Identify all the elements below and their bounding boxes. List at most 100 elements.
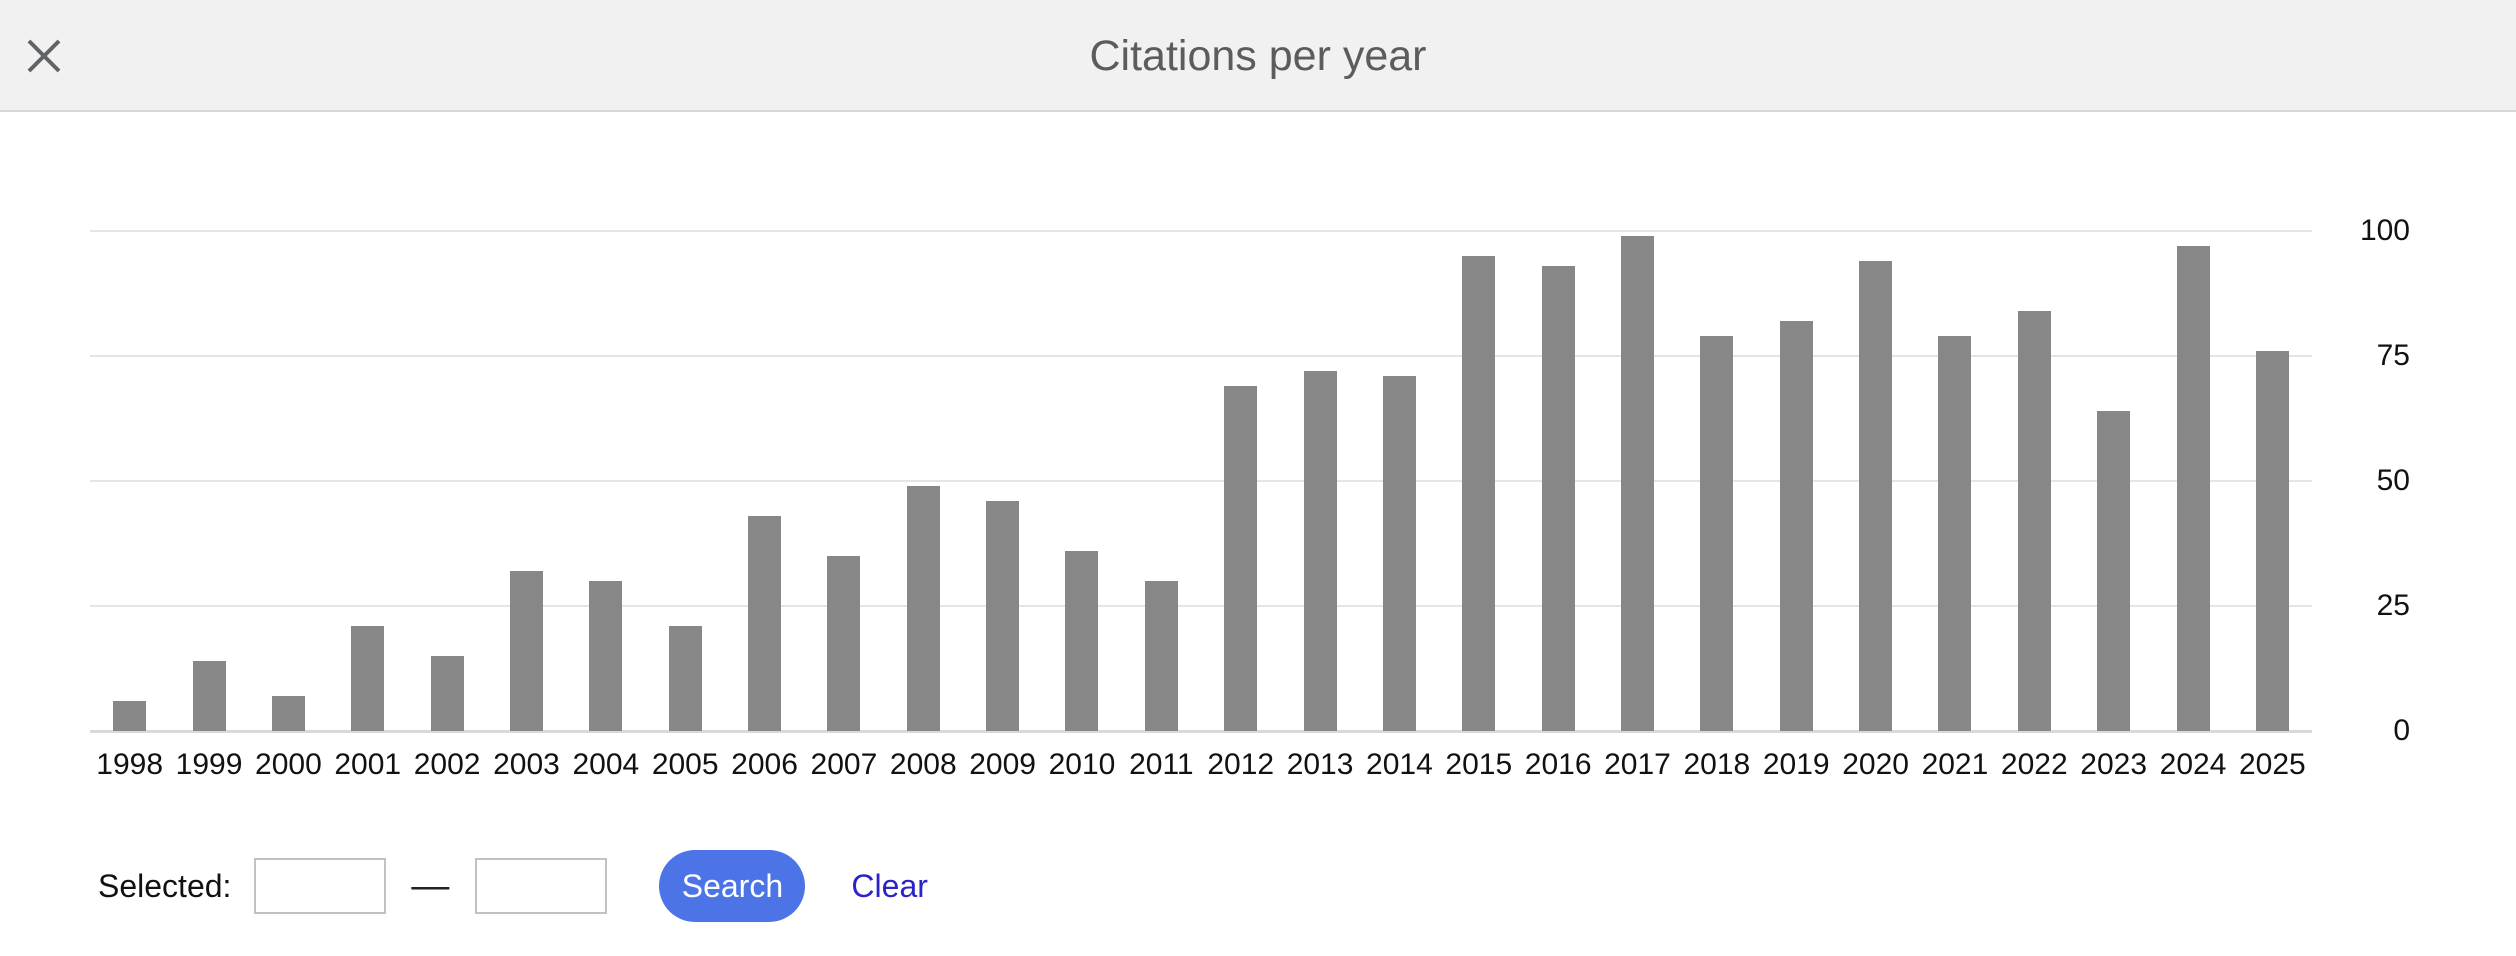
y-tick-label-0: 0 [2393, 714, 2410, 747]
bar-slot-2018 [1677, 231, 1756, 731]
x-tick-label-2003: 2003 [493, 748, 560, 781]
bar-slot-2012 [1201, 231, 1280, 731]
bar-slot-1998 [90, 231, 169, 731]
bar-2013[interactable] [1303, 371, 1337, 731]
x-tick-label-2012: 2012 [1207, 748, 1275, 781]
x-tick-label-2014: 2014 [1366, 748, 1433, 781]
y-tick-label-50: 50 [2376, 464, 2410, 497]
bar-2024[interactable] [2176, 246, 2210, 731]
x-tick-label-2013: 2013 [1286, 748, 1354, 781]
bar-2020[interactable] [1859, 261, 1893, 731]
bar-2009[interactable] [986, 501, 1020, 731]
bar-slot-2017 [1598, 231, 1677, 731]
x-tick-label-1998: 1998 [96, 748, 164, 781]
gridline-50 [90, 480, 2312, 482]
bar-slot-2011 [1122, 231, 1201, 731]
bar-slot-2014 [1360, 231, 1439, 731]
dialog-title: Citations per year [1089, 32, 1427, 80]
x-tick-label-2007: 2007 [810, 748, 878, 781]
bar-2019[interactable] [1779, 321, 1813, 731]
x-tick-label-2025: 2025 [2239, 748, 2306, 781]
x-tick-label-2024: 2024 [2159, 748, 2227, 781]
bar-slot-2009 [963, 231, 1042, 731]
bar-slot-2003 [487, 231, 566, 731]
bar-2016[interactable] [1541, 266, 1575, 731]
bar-2011[interactable] [1144, 581, 1178, 731]
gridline-25 [90, 605, 2312, 607]
bar-slot-2024 [2153, 231, 2232, 731]
clear-link[interactable]: Clear [851, 867, 928, 904]
bar-2021[interactable] [1938, 336, 1972, 731]
bar-2004[interactable] [589, 581, 623, 731]
bar-2014[interactable] [1382, 376, 1416, 731]
x-tick-label-2004: 2004 [572, 748, 640, 781]
x-tick-label-2017: 2017 [1604, 748, 1671, 781]
bar-1999[interactable] [192, 661, 226, 731]
bar-2006[interactable] [748, 516, 782, 731]
bar-slot-2006 [725, 231, 804, 731]
bar-2000[interactable] [271, 696, 305, 731]
x-tick-label-2002: 2002 [413, 748, 481, 781]
selected-label: Selected: [98, 867, 232, 904]
close-icon [27, 39, 61, 73]
bar-slot-2021 [1915, 231, 1994, 731]
gridline-100 [90, 230, 2312, 232]
bar-2003[interactable] [509, 571, 543, 731]
y-axis-labels: 100 75 50 25 0 [2332, 214, 2410, 747]
bar-2018[interactable] [1700, 336, 1734, 731]
y-tick-label-75: 75 [2376, 339, 2410, 372]
x-tick-label-2001: 2001 [334, 748, 402, 781]
bar-2017[interactable] [1621, 236, 1654, 731]
bar-slot-2022 [1995, 231, 2074, 731]
bar-2025[interactable] [2255, 351, 2289, 731]
x-tick-label-2022: 2022 [2000, 748, 2068, 781]
bar-2007[interactable] [827, 556, 861, 731]
x-tick-label-2010: 2010 [1048, 748, 1116, 781]
x-tick-label-2020: 2020 [1842, 748, 1909, 781]
bar-slot-2020 [1836, 231, 1915, 731]
close-button[interactable] [22, 34, 66, 78]
range-end-input[interactable] [475, 858, 608, 914]
x-tick-label-1999: 1999 [175, 748, 243, 781]
x-tick-label-2016: 2016 [1524, 748, 1592, 781]
bar-slot-1999 [169, 231, 248, 731]
y-tick-label-25: 25 [2376, 589, 2410, 622]
range-separator-dash: — [411, 864, 450, 907]
bar-2001[interactable] [351, 626, 385, 731]
range-controls: Selected: — Search Clear [98, 849, 928, 923]
range-start-input[interactable] [254, 858, 387, 914]
bar-slot-2004 [566, 231, 645, 731]
x-axis-labels: 1998 1999 2000 2001 2002 2003 2004 2005 2006 2007… [90, 748, 2312, 782]
x-tick-label-2008: 2008 [889, 748, 957, 781]
bar-2022[interactable] [2017, 311, 2051, 731]
bar-2005[interactable] [668, 626, 702, 731]
x-tick-label-2009: 2009 [969, 748, 1036, 781]
bar-slot-2000 [249, 231, 328, 731]
dialog-header: Citations per year [0, 0, 2516, 112]
x-tick-label-2018: 2018 [1683, 748, 1751, 781]
chart-bars [90, 231, 2312, 731]
bar-2010[interactable] [1065, 551, 1099, 731]
search-button[interactable]: Search [659, 850, 806, 922]
x-tick-label-2015: 2015 [1445, 748, 1513, 781]
x-tick-label-2005: 2005 [651, 748, 719, 781]
x-tick-label-2000: 2000 [255, 748, 322, 781]
bar-2012[interactable] [1224, 386, 1258, 731]
bar-slot-2019 [1757, 231, 1836, 731]
bar-slot-2005 [646, 231, 725, 731]
bar-2008[interactable] [906, 486, 940, 731]
bar-2023[interactable] [2097, 411, 2131, 731]
bar-2002[interactable] [430, 656, 464, 731]
gridline-75 [90, 355, 2312, 357]
x-tick-label-2011: 2011 [1129, 748, 1194, 781]
x-tick-label-2023: 2023 [2080, 748, 2148, 781]
bar-slot-2001 [328, 231, 407, 731]
bar-1998[interactable] [113, 701, 147, 731]
bar-2015[interactable] [1462, 256, 1496, 731]
bar-slot-2015 [1439, 231, 1518, 731]
bar-slot-2010 [1042, 231, 1121, 731]
bar-slot-2013 [1280, 231, 1359, 731]
citations-bar-chart [90, 230, 2312, 733]
x-tick-label-2019: 2019 [1762, 748, 1830, 781]
